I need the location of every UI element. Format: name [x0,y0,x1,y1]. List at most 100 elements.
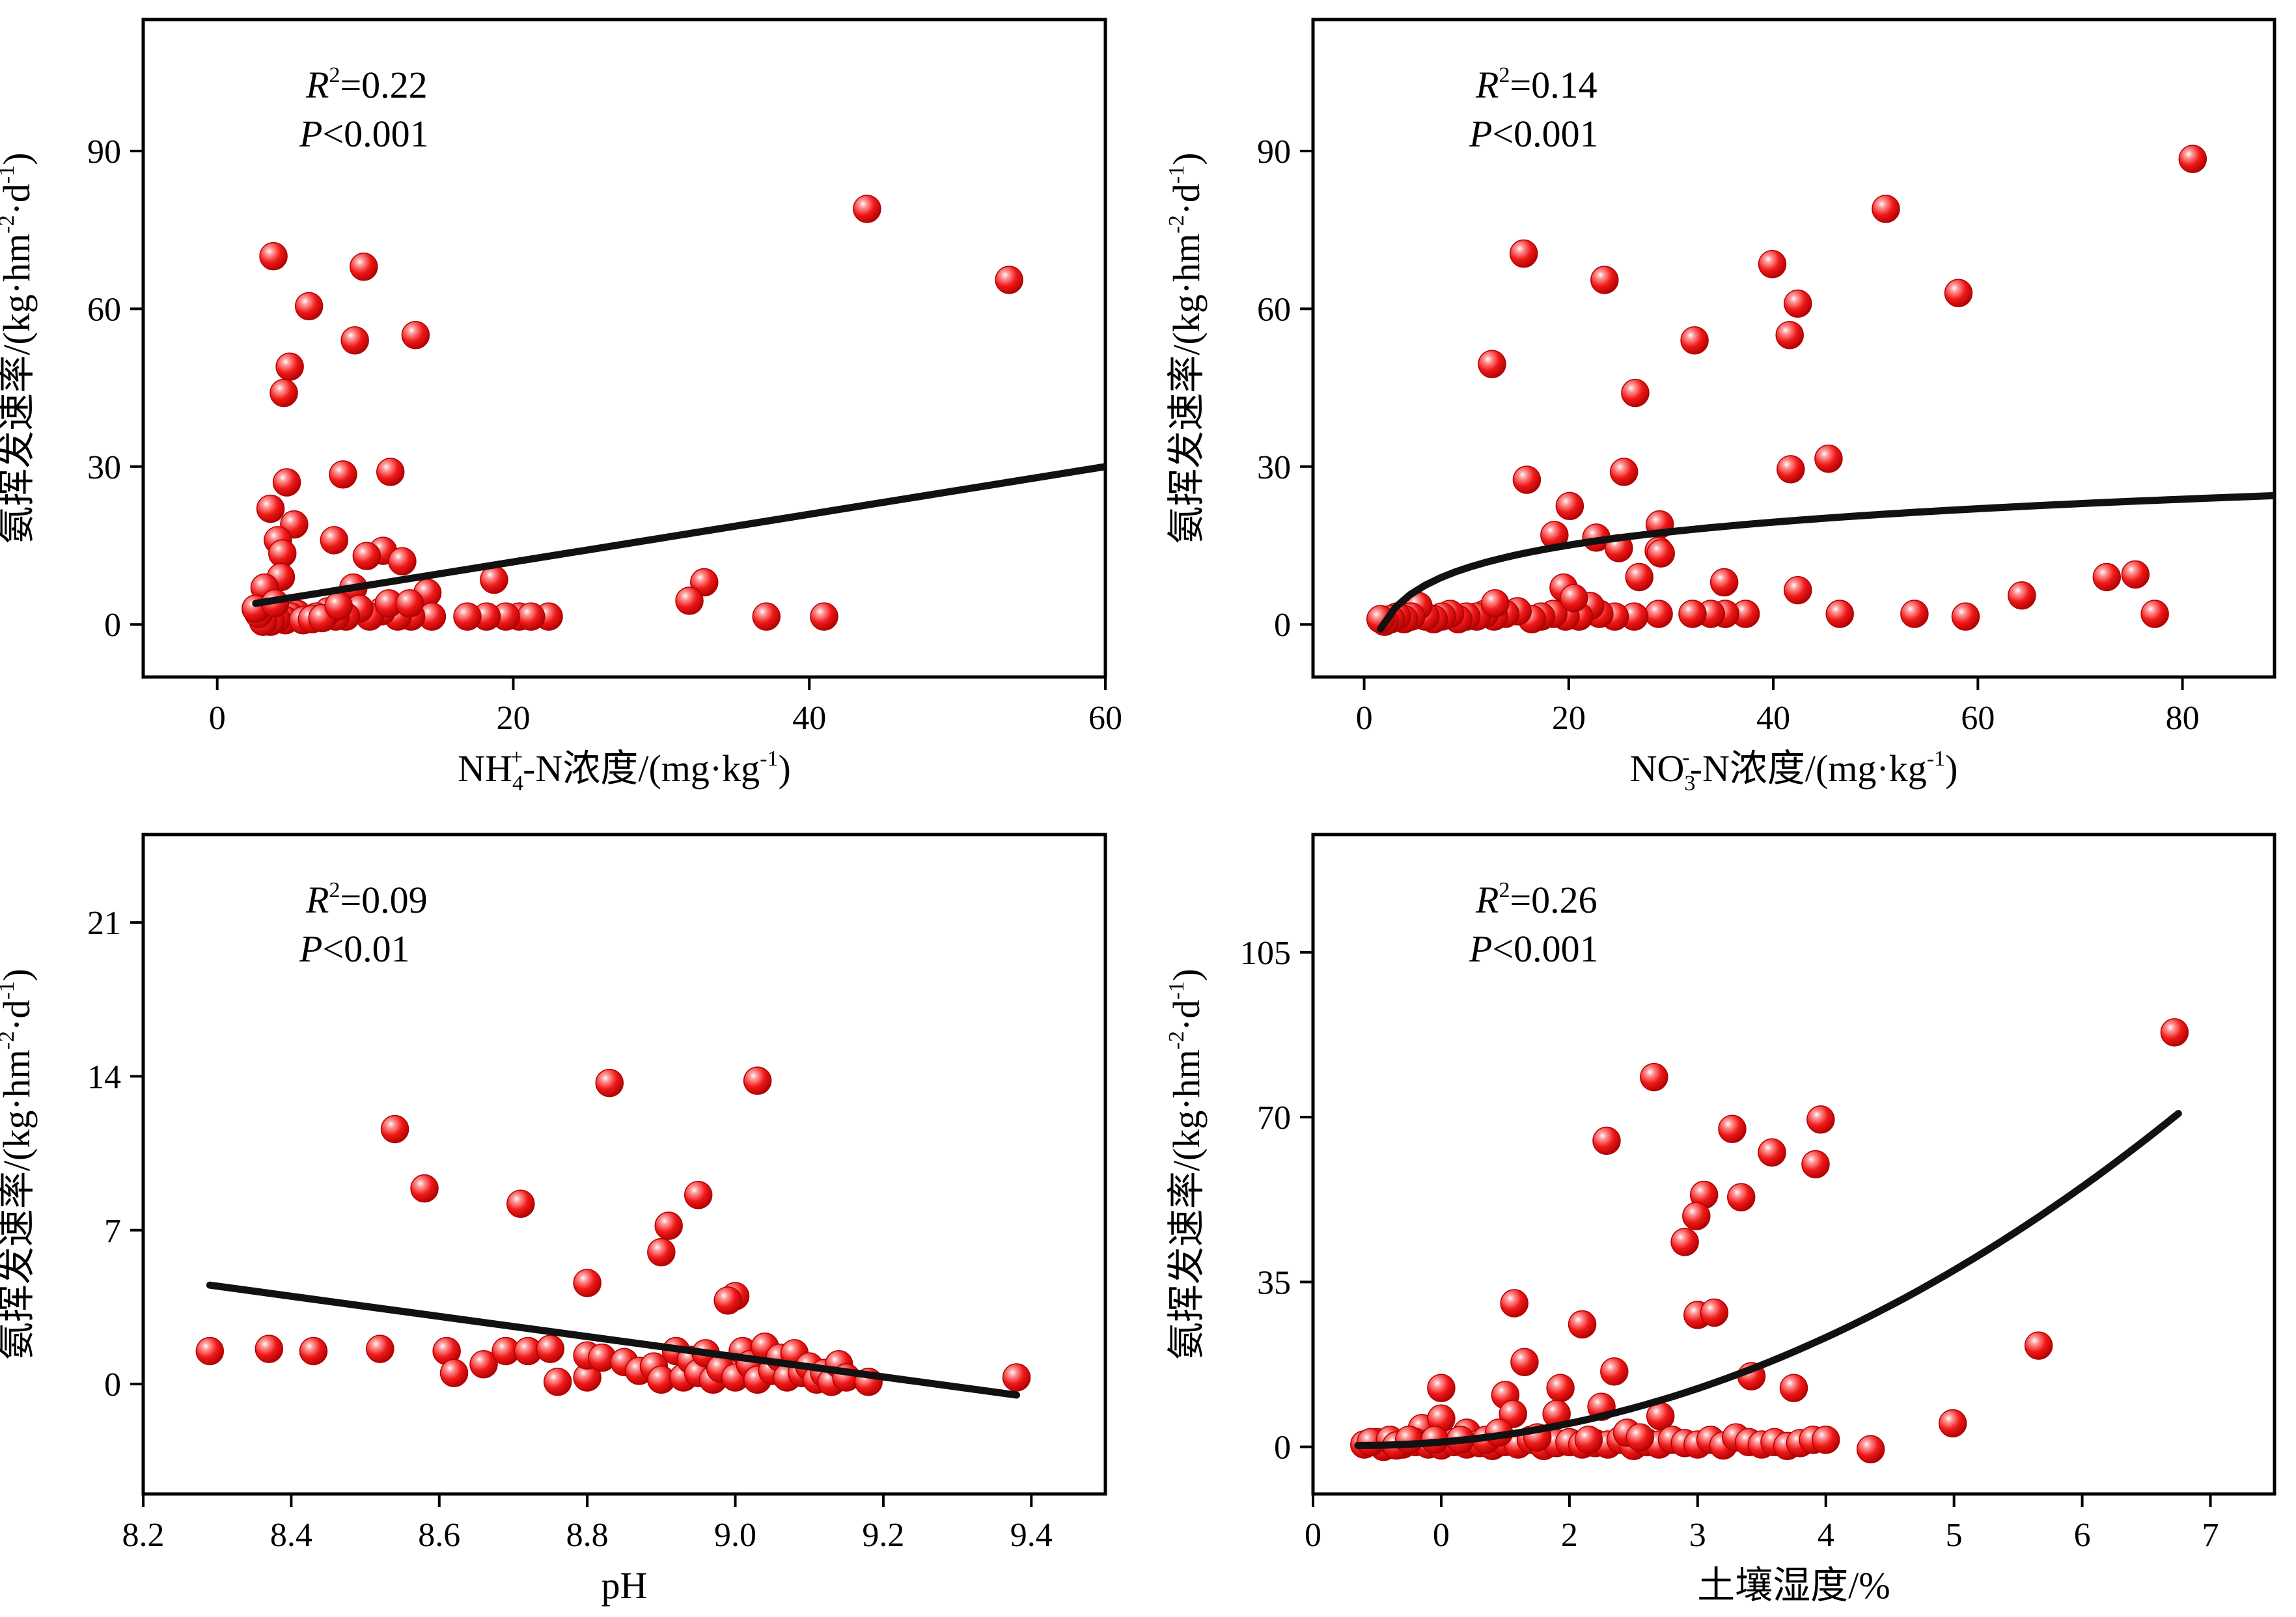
data-point [401,321,430,350]
data-point [268,539,297,568]
panel-nh4: 0 20 40 60 0 30 60 90 NH4+-N浓度/(mg·kg-1) 氨挥发速率/(k… [0,18,1122,795]
data-point [1718,1114,1747,1143]
y-tick-label: 14 [87,1058,121,1096]
x-tick-label: 20 [1552,700,1586,737]
data-point [1784,289,1812,318]
data-point [2121,560,2150,589]
data-point [2008,581,2036,610]
data-point [654,1211,683,1240]
data-point [275,352,304,381]
data-point [1600,1357,1629,1386]
y-tick-label: 30 [1257,449,1291,486]
data-point [1366,605,1395,633]
fit-line [252,463,1105,607]
data-point [388,547,417,575]
data-point [395,589,424,618]
data-point [1574,1426,1603,1454]
r-squared-label: R2=0.26 [1475,878,1598,921]
data-point [1670,1228,1699,1256]
data-point [995,266,1023,294]
data-point [320,526,349,555]
plot-frame [1311,833,2276,1496]
data-point [380,1114,409,1144]
data-point [1625,562,1653,592]
data-point [1002,1363,1031,1392]
data-point [1590,266,1619,294]
p-value-label: P<0.01 [299,928,410,970]
data-point [2092,562,2122,592]
x-tick-label: 60 [1961,700,1995,737]
data-point [1640,1062,1668,1092]
data-point [270,378,298,408]
x-tick-label: 9.4 [1010,1517,1053,1554]
data-point [810,602,838,631]
data-point [506,1189,535,1219]
plot-area [195,1066,1031,1399]
x-tick-label: 0 [1433,1517,1450,1554]
fit-line [206,1281,1021,1399]
data-point [1510,1348,1539,1377]
data-point [256,494,285,523]
data-point [573,1269,602,1297]
data-point [410,1174,439,1203]
data-point [1900,600,1929,628]
data-point [195,1336,225,1366]
data-point [2160,1018,2189,1047]
data-point [1856,1435,1885,1464]
data-point [1555,491,1584,521]
data-point [536,1334,565,1363]
x-tick-label: 6 [2074,1517,2091,1554]
data-point [1872,195,1900,223]
p-value-label: P<0.001 [299,113,429,155]
y-tick-label: 21 [87,905,121,942]
data-point [453,602,482,631]
data-point [1777,455,1805,484]
data-point [1709,568,1739,597]
y-axis-title: 氨挥发速率/(kg·hm-2·d-1) [0,152,38,544]
y-axis-title: 氨挥发速率/(kg·hm-2·d-1) [1165,969,1208,1360]
data-point [1700,1298,1729,1327]
p-value-label: P<0.001 [1469,113,1599,155]
data-point [1480,589,1510,618]
y-tick-label: 7 [104,1213,121,1250]
data-point [1559,584,1588,613]
data-point [340,326,369,355]
x-tick-label: 8.4 [270,1517,312,1554]
x-tick-label: 80 [2166,700,2200,737]
data-point [1568,1310,1597,1339]
data-point [259,242,288,271]
data-point [1644,600,1673,628]
x-tick-label: 0 [209,700,226,737]
data-point [1394,1426,1424,1454]
data-point [1779,1374,1808,1402]
data-point [1825,600,1854,628]
x-axis-title: NO3--N浓度/(mg·kg-1) [1630,745,1958,795]
data-point [329,460,357,489]
x-tick-label: 2 [1561,1517,1578,1554]
x-tick-label: 0 [1356,700,1373,737]
data-point [1758,1138,1786,1167]
data-point [1801,1150,1830,1179]
data-point [543,1368,572,1396]
y-tick-label: 0 [104,1366,121,1403]
data-point [1682,1202,1711,1230]
x-tick-label: 40 [792,700,826,737]
fit-line [1354,1110,2182,1449]
data-point [1621,378,1650,408]
plot-area [1366,145,2275,636]
data-point [1509,239,1538,268]
x-tick-label: 8.8 [566,1517,609,1554]
data-point [272,468,301,497]
y-tick-label: 35 [1257,1264,1291,1301]
fit-line [1377,491,2275,633]
data-point [752,602,781,631]
plot-frame [141,833,1107,1496]
y-tick-label: 60 [1257,291,1291,328]
data-point [853,195,881,223]
data-point [324,592,353,620]
data-point [647,1237,676,1267]
data-point [366,1334,394,1363]
x-tick-label: 60 [1088,700,1122,737]
data-point [1784,575,1812,605]
